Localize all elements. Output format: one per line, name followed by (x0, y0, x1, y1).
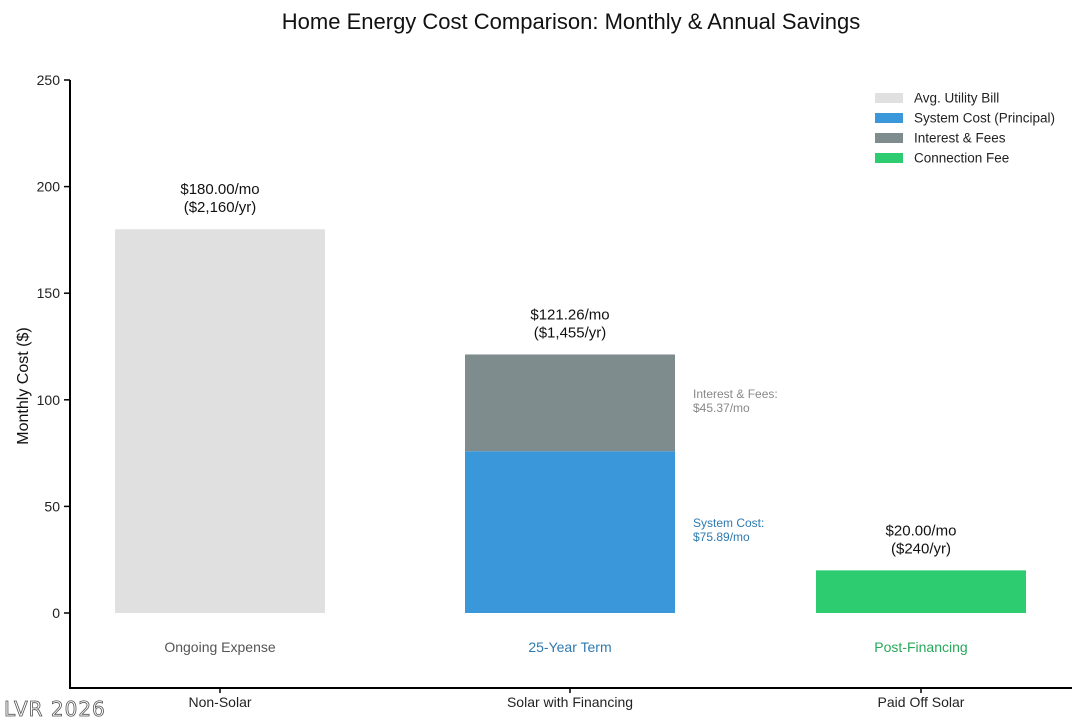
legend-swatch-2 (875, 133, 903, 143)
legend-swatch-1 (875, 113, 903, 123)
y-axis-label: Monthly Cost ($) (15, 327, 32, 444)
bar-total-monthly-0: $180.00/mo (180, 181, 259, 198)
segment-annotation-title-0: Interest & Fees: (693, 387, 778, 401)
legend-label-3: Connection Fee (914, 151, 1009, 166)
bar-total-annual-2: ($240/yr) (891, 540, 951, 557)
watermark: LVR 2026 (4, 697, 106, 721)
y-tick-label-0: 0 (52, 605, 60, 621)
legend-swatch-3 (875, 153, 903, 163)
legend-swatch-0 (875, 93, 903, 103)
bar-total-annual-0: ($2,160/yr) (184, 199, 257, 216)
y-tick-label-150: 150 (37, 285, 61, 301)
x-tick-label-1: Solar with Financing (507, 694, 633, 710)
segment-annotation-value-0: $45.37/mo (693, 401, 750, 415)
y-tick-label-200: 200 (37, 179, 61, 195)
legend-label-0: Avg. Utility Bill (914, 91, 999, 106)
y-tick-label-50: 50 (44, 498, 60, 514)
legend-label-2: Interest & Fees (914, 131, 1006, 146)
segment-annotation-title-1: System Cost: (693, 516, 764, 530)
legend: Avg. Utility Bill System Cost (Principal)… (875, 91, 1055, 166)
bar-1-1 (465, 451, 675, 613)
bar-1-2 (465, 354, 675, 452)
x-tick-label-2: Paid Off Solar (878, 694, 965, 710)
bar-sub-label-1: 25-Year Term (528, 639, 611, 655)
bar-total-monthly-2: $20.00/mo (886, 522, 957, 539)
bar-total-monthly-1: $121.26/mo (530, 306, 609, 323)
bar-sub-label-0: Ongoing Expense (164, 639, 276, 655)
bar-sub-label-2: Post-Financing (874, 639, 967, 655)
legend-label-1: System Cost (Principal) (914, 111, 1055, 126)
y-tick-label-100: 100 (37, 392, 61, 408)
plot-area: 0 50 100 150 200 250 Non-Solar Solar with Finan… (37, 72, 1072, 710)
bar-2-3 (816, 570, 1026, 613)
chart-title: Home Energy Cost Comparison: Monthly & A… (282, 9, 860, 34)
segment-annotation-value-1: $75.89/mo (693, 530, 750, 544)
x-tick-label-0: Non-Solar (188, 694, 251, 710)
bar-total-annual-1: ($1,455/yr) (534, 324, 607, 341)
bar-0-0 (115, 229, 325, 614)
y-tick-label-250: 250 (37, 72, 61, 88)
